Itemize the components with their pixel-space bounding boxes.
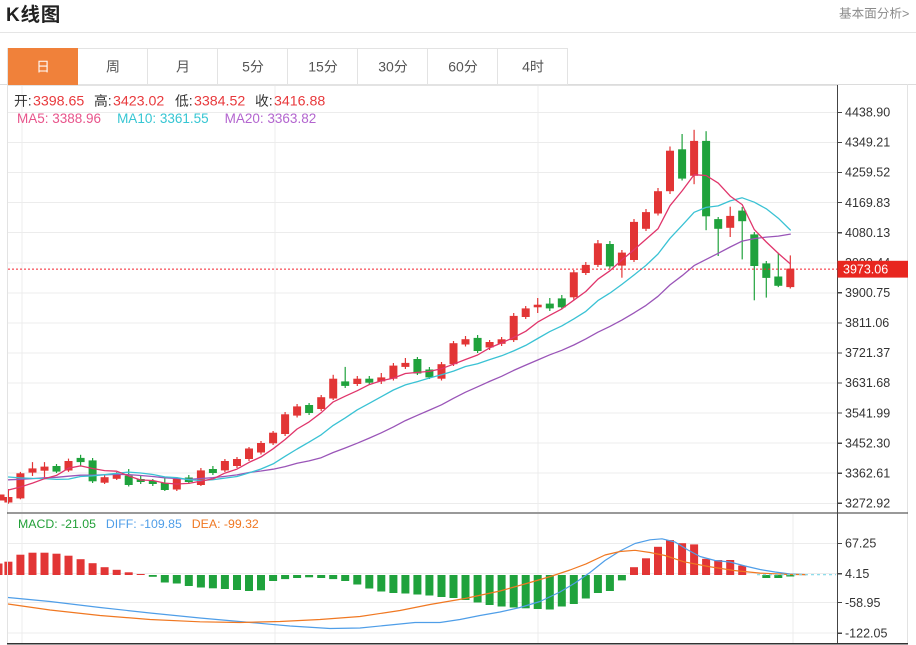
svg-text:3973.06: 3973.06 — [843, 263, 888, 277]
svg-text:4.15: 4.15 — [845, 567, 869, 581]
svg-text::: : — [108, 93, 112, 109]
svg-text:3631.68: 3631.68 — [845, 376, 890, 390]
svg-text:3398.65: 3398.65 — [33, 94, 84, 110]
svg-text:30: 30 — [378, 59, 394, 75]
svg-text:4: 4 — [522, 59, 530, 75]
svg-text::: : — [28, 93, 32, 109]
svg-text:60: 60 — [448, 59, 464, 75]
svg-text:3416.88: 3416.88 — [274, 94, 325, 110]
svg-text:67.25: 67.25 — [845, 537, 876, 551]
svg-text::: : — [189, 93, 193, 109]
svg-text::: : — [269, 93, 273, 109]
svg-text:3423.02: 3423.02 — [113, 94, 164, 110]
svg-text:3452.30: 3452.30 — [845, 436, 890, 450]
svg-text:K: K — [6, 5, 20, 26]
svg-text:>: > — [902, 7, 909, 21]
svg-text:4349.21: 4349.21 — [845, 136, 890, 150]
svg-text:3721.37: 3721.37 — [845, 346, 890, 360]
svg-text:4259.52: 4259.52 — [845, 166, 890, 180]
svg-text:-58.95: -58.95 — [845, 596, 880, 610]
svg-text:3900.75: 3900.75 — [845, 286, 890, 300]
svg-text:15: 15 — [308, 59, 324, 75]
svg-text:3272.92: 3272.92 — [845, 497, 890, 511]
svg-text:4080.13: 4080.13 — [845, 226, 890, 240]
svg-text:3811.06: 3811.06 — [845, 316, 889, 330]
svg-text:4169.83: 4169.83 — [845, 196, 890, 210]
svg-text:3362.61: 3362.61 — [845, 466, 890, 480]
svg-text:5: 5 — [242, 59, 250, 75]
svg-text:3541.99: 3541.99 — [845, 406, 890, 420]
svg-text:3384.52: 3384.52 — [194, 94, 245, 110]
svg-text:4438.90: 4438.90 — [845, 106, 890, 120]
svg-text:-122.05: -122.05 — [845, 626, 887, 640]
